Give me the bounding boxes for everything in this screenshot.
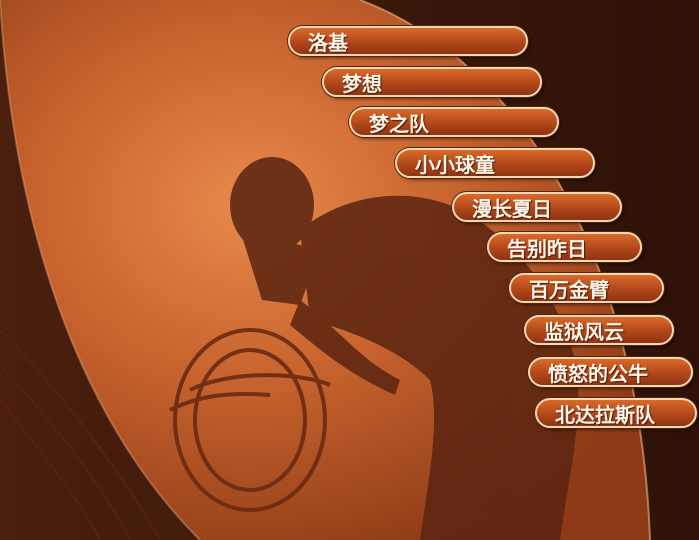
menu-item-gaobiezuori[interactable]: 告别昨日 xyxy=(487,232,642,262)
menu-item-baiwanjinbi[interactable]: 百万金臂 xyxy=(509,273,664,303)
menu-item-mengxiang[interactable]: 梦想 xyxy=(322,67,542,97)
menu-item-jianyufengyun[interactable]: 监狱风云 xyxy=(524,315,674,345)
menu-item-mengzhidui[interactable]: 梦之队 xyxy=(349,107,559,137)
bicycle-wheel-icon xyxy=(169,328,331,512)
menu-item-beidalasidui[interactable]: 北达拉斯队 xyxy=(535,398,697,428)
menu-item-luoji[interactable]: 洛基 xyxy=(288,26,528,56)
menu-item-manchangxiari[interactable]: 漫长夏日 xyxy=(452,192,622,222)
menu-item-fennudegongniu[interactable]: 愤怒的公牛 xyxy=(528,357,693,387)
menu-item-xiaoxiaoqiutong[interactable]: 小小球童 xyxy=(395,148,595,178)
cyclist-silhouette-icon xyxy=(230,157,579,540)
decorative-curves xyxy=(0,329,161,540)
